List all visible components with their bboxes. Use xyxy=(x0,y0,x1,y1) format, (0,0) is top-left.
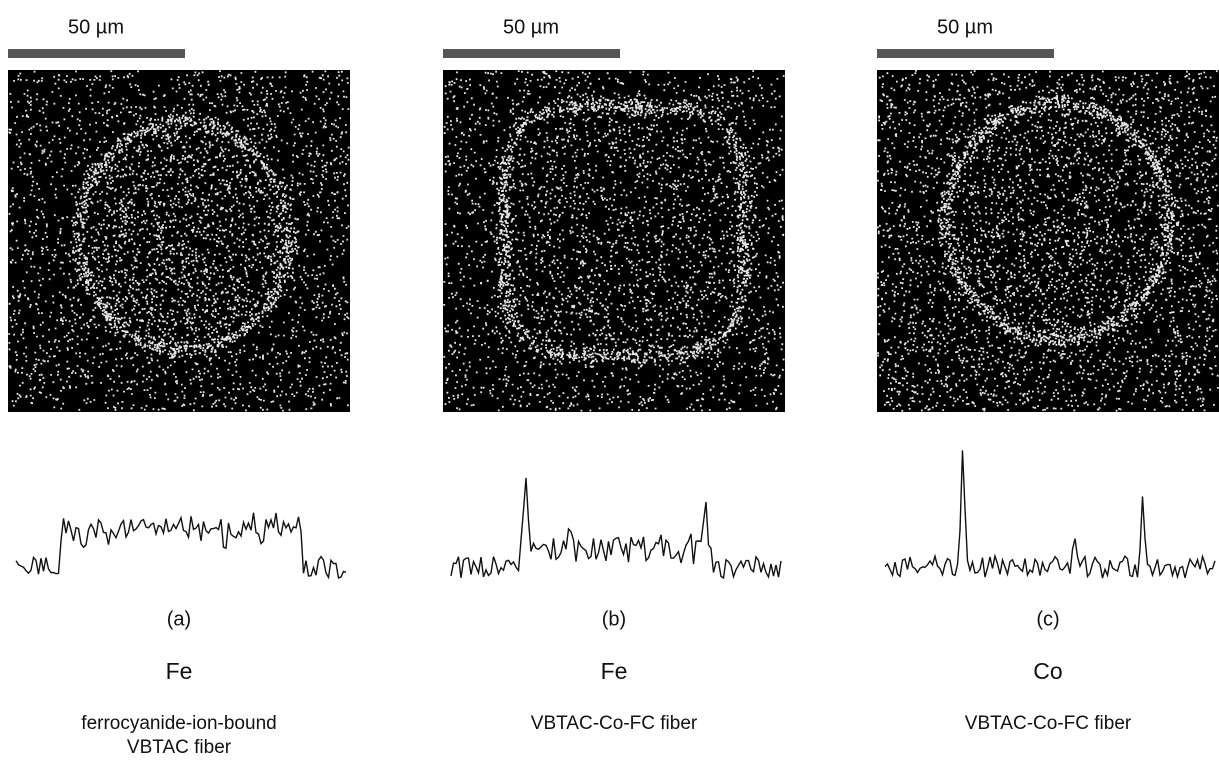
element-name: Co xyxy=(1033,658,1062,684)
element-name: Fe xyxy=(601,658,628,684)
sample-description: ferrocyanide-ion-bound xyxy=(81,713,276,734)
scale-bar xyxy=(877,49,1054,58)
scale-bar xyxy=(8,49,185,58)
panel-label: (b) xyxy=(602,608,626,630)
line-profile xyxy=(884,450,1216,580)
sample-description: VBTAC fiber xyxy=(127,737,232,758)
scale-label: 50 µm xyxy=(937,16,993,38)
scale-label: 50 µm xyxy=(503,16,559,38)
line-profile xyxy=(450,477,782,580)
scale-label: 50 µm xyxy=(68,16,124,38)
sample-description: VBTAC-Co-FC fiber xyxy=(531,713,698,734)
panel-label: (c) xyxy=(1036,608,1059,630)
element-map xyxy=(877,70,1219,412)
element-map xyxy=(443,70,785,412)
element-name: Fe xyxy=(166,658,193,684)
sample-description: VBTAC-Co-FC fiber xyxy=(965,713,1132,734)
scale-bar xyxy=(443,49,620,58)
line-profile xyxy=(15,512,347,580)
map-dots xyxy=(8,70,350,412)
panel-label: (a) xyxy=(167,608,191,630)
